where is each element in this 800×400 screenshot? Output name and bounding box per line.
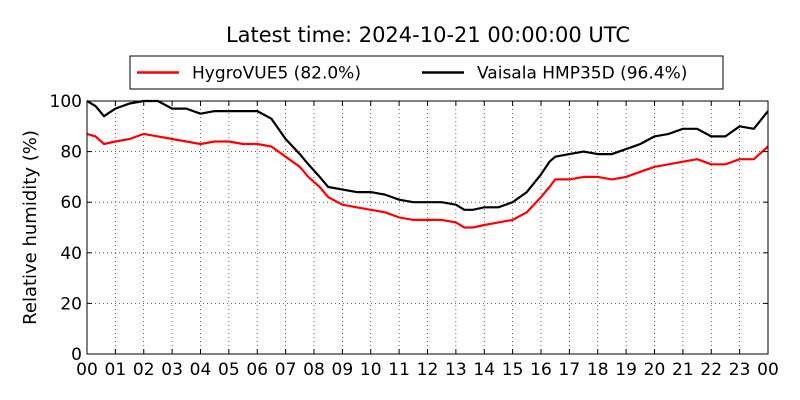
- x-tick-label: 17: [559, 360, 581, 380]
- legend-label-1: HygroVUE5 (82.0%): [192, 64, 361, 84]
- x-tick-label: 13: [445, 360, 467, 380]
- x-tick-label: 00: [757, 360, 779, 380]
- x-tick-label: 05: [218, 360, 240, 380]
- x-tick-label: 06: [246, 360, 268, 380]
- x-tick-label: 18: [587, 360, 609, 380]
- series-line-1: [86, 132, 769, 229]
- x-tick-label: 00: [76, 360, 98, 380]
- grid-layer: [87, 101, 768, 354]
- legend: HygroVUE5 (82.0%) Vaisala HMP35D (96.4%): [129, 55, 724, 90]
- tick-layer: 00 01 02 03 04 05 06 07 08 09 10 11 12 13 14 15 16 17 18 19…: [50, 92, 779, 380]
- x-tick-label: 08: [303, 360, 325, 380]
- y-tick-label: 60: [60, 193, 82, 213]
- x-tick-label: 15: [502, 360, 524, 380]
- legend-label-2: Vaisala HMP35D (96.4%): [477, 64, 687, 84]
- y-tick-label: 20: [60, 294, 82, 314]
- y-tick-label: 40: [60, 244, 82, 264]
- chart-title: Latest time: 2024-10-21 00:00:00 UTC: [226, 23, 630, 47]
- plot-frame: [86, 100, 769, 355]
- x-tick-label: 01: [105, 360, 127, 380]
- y-tick-label: 80: [60, 143, 82, 163]
- x-tick-label: 02: [133, 360, 155, 380]
- x-tick-label: 20: [644, 360, 666, 380]
- y-tick-label: 100: [50, 92, 82, 112]
- y-axis-label: Relative humidity (%): [20, 130, 41, 325]
- x-tick-label: 03: [161, 360, 183, 380]
- x-tick-label: 22: [700, 360, 722, 380]
- x-tick-label: 23: [729, 360, 751, 380]
- x-tick-label: 21: [672, 360, 694, 380]
- x-tick-label: 16: [530, 360, 552, 380]
- x-tick-label: 11: [388, 360, 410, 380]
- series-layer: [86, 99, 769, 229]
- x-tick-label: 10: [360, 360, 382, 380]
- x-tick-label: 19: [615, 360, 637, 380]
- y-tick-label: 0: [71, 345, 82, 365]
- x-tick-label: 04: [190, 360, 212, 380]
- x-tick-label: 12: [417, 360, 439, 380]
- x-tick-label: 09: [332, 360, 354, 380]
- x-tick-label: 14: [473, 360, 495, 380]
- series-line-2: [86, 99, 769, 211]
- x-tick-label: 07: [275, 360, 297, 380]
